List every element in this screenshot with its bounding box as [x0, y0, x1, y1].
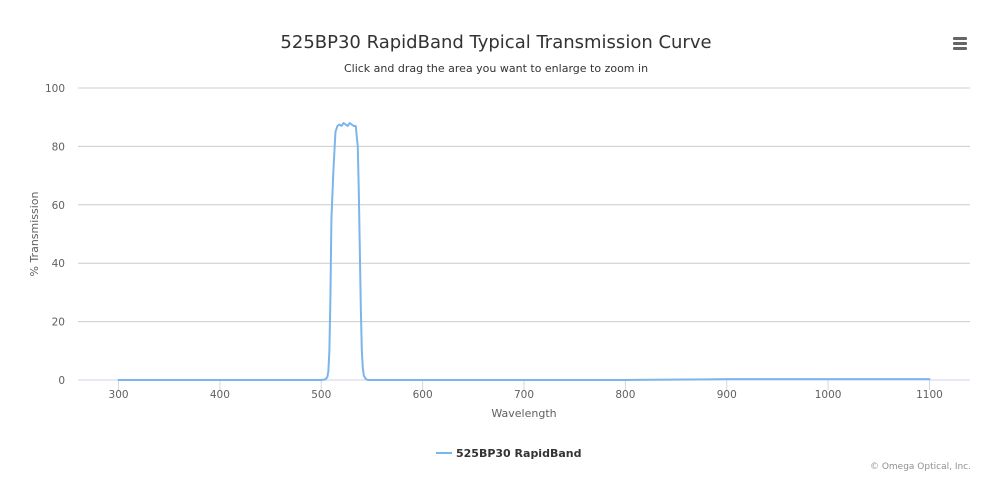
y-axis-tick-labels: 0 20 40 60 80 100 [45, 83, 65, 387]
menu-bar-middle [953, 42, 967, 45]
y-tick-label: 20 [52, 317, 65, 329]
x-axis: 300 400 500 600 700 800 900 1000 1100 [78, 379, 970, 401]
menu-bar-top [953, 37, 967, 40]
x-tick-label: 1000 [815, 389, 842, 401]
y-tick-label: 0 [58, 375, 65, 387]
y-tick-label: 100 [45, 83, 65, 95]
y-tick-label: 80 [52, 141, 65, 153]
x-tick-label: 900 [717, 389, 737, 401]
series-line-0[interactable] [117, 122, 931, 381]
x-tick-label: 500 [311, 389, 331, 401]
grid-lines [78, 87, 970, 323]
legend-item[interactable]: 525BP30 RapidBand [436, 447, 581, 460]
x-tick-label: 1100 [916, 389, 943, 401]
chart-title: 525BP30 RapidBand Typical Transmission C… [280, 32, 711, 53]
x-tick-label: 300 [109, 389, 129, 401]
x-tick-label: 600 [413, 389, 433, 401]
y-axis-title: % Transmission [28, 191, 41, 276]
x-axis-title: Wavelength [491, 407, 556, 420]
y-tick-label: 40 [52, 258, 65, 270]
x-tick-label: 400 [210, 389, 230, 401]
legend-label[interactable]: 525BP30 RapidBand [456, 447, 581, 460]
x-tick-label: 700 [514, 389, 534, 401]
hamburger-menu-icon[interactable] [948, 32, 972, 54]
y-tick-label: 60 [52, 200, 65, 212]
x-tick-label: 800 [615, 389, 635, 401]
chart-subtitle: Click and drag the area you want to enla… [344, 62, 648, 75]
menu-bar-bottom [953, 47, 967, 50]
credits-link[interactable]: © Omega Optical, Inc. [870, 462, 971, 472]
plot-area[interactable] [117, 122, 931, 381]
